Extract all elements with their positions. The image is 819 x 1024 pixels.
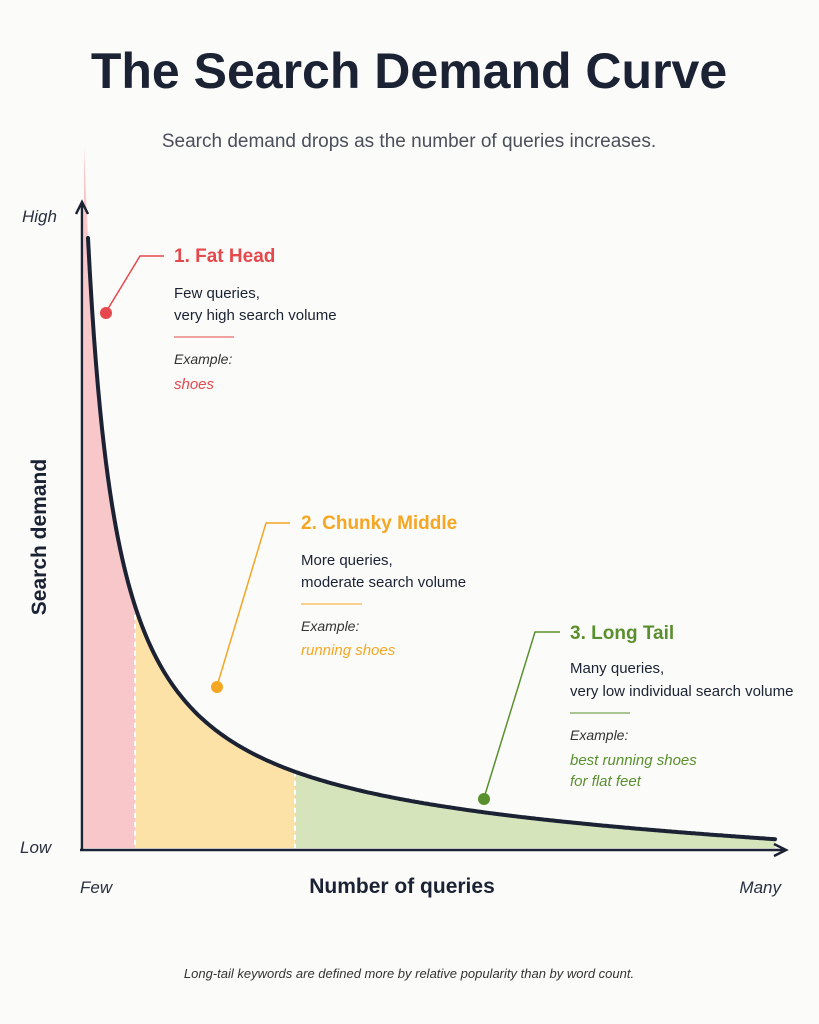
area <box>295 771 775 848</box>
example: shoes <box>174 376 215 393</box>
description: moderate search volume <box>301 574 466 591</box>
x-label: Number of queries <box>309 875 495 898</box>
example: for flat feet <box>570 773 642 790</box>
description: Few queries, <box>174 285 260 302</box>
subtitle: Search demand drops as the number of que… <box>162 131 656 152</box>
y-arrow <box>74 199 90 215</box>
description: More queries, <box>301 552 393 569</box>
example-label: Example: <box>174 351 232 367</box>
example-label: Example: <box>301 618 359 634</box>
marker <box>211 681 223 693</box>
marker <box>100 307 112 319</box>
marker <box>478 793 490 805</box>
example: best running shoes <box>570 752 697 769</box>
description: Many queries, <box>570 660 664 677</box>
y-low: Low <box>20 838 53 857</box>
section-title: 3. Long Tail <box>570 623 674 644</box>
title: The Search Demand Curve <box>91 43 727 99</box>
x-arrow <box>773 842 789 858</box>
demand-curve <box>86 236 777 842</box>
y-high: High <box>22 207 57 226</box>
y-label: Search demand <box>28 459 51 615</box>
area <box>135 605 295 848</box>
leader <box>105 255 164 313</box>
curve-areas <box>84 146 777 848</box>
leader <box>483 631 560 799</box>
footnote: Long-tail keywords are defined more by r… <box>184 966 634 981</box>
description: very high search volume <box>174 307 337 324</box>
section-title: 1. Fat Head <box>174 246 275 267</box>
leader <box>216 522 290 687</box>
x-few: Few <box>80 878 114 897</box>
example-label: Example: <box>570 727 628 743</box>
example: running shoes <box>301 642 396 659</box>
description: very low individual search volume <box>570 683 793 700</box>
x-many: Many <box>739 878 782 897</box>
section-title: 2. Chunky Middle <box>301 513 457 534</box>
